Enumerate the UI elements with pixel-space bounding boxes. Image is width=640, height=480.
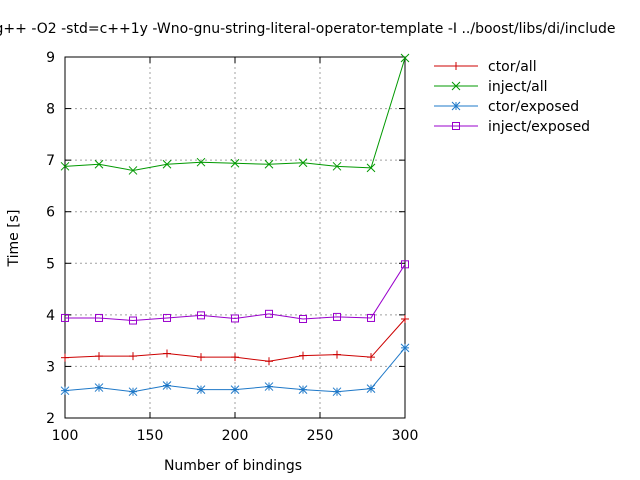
data-point bbox=[401, 314, 409, 323]
data-point bbox=[231, 353, 239, 362]
x-axis-ticks: 100 150 200 250 300 bbox=[52, 57, 419, 444]
y-tick-label: 8 bbox=[46, 102, 55, 118]
data-point bbox=[196, 157, 206, 167]
data-point bbox=[163, 313, 171, 322]
data-point bbox=[400, 343, 410, 353]
grid bbox=[65, 57, 405, 418]
series-inject-exposed bbox=[61, 260, 409, 325]
data-point bbox=[197, 311, 205, 320]
legend-label: inject/all bbox=[488, 79, 548, 95]
y-tick-label: 5 bbox=[46, 256, 55, 272]
data-point bbox=[265, 357, 273, 366]
series-inject-all bbox=[60, 53, 410, 175]
data-point bbox=[60, 161, 70, 171]
data-point bbox=[298, 158, 308, 168]
y-tick-label: 3 bbox=[46, 359, 55, 375]
legend-entry: inject/exposed bbox=[434, 119, 590, 135]
y-tick-label: 9 bbox=[46, 50, 55, 66]
x-tick-label: 100 bbox=[52, 428, 79, 444]
data-point bbox=[400, 53, 410, 63]
data-point bbox=[197, 353, 205, 362]
data-point bbox=[366, 163, 376, 173]
data-point bbox=[162, 159, 172, 169]
data-point bbox=[333, 312, 341, 321]
data-point bbox=[60, 386, 70, 396]
y-tick-label: 2 bbox=[46, 411, 55, 427]
data-point bbox=[298, 385, 308, 394]
series-ctor-all bbox=[61, 314, 409, 366]
data-point bbox=[264, 159, 274, 169]
legend-entry: inject/all bbox=[434, 79, 548, 95]
data-point bbox=[94, 159, 104, 169]
y-axis-ticks: 2 3 4 5 6 7 8 9 bbox=[46, 50, 405, 427]
data-point bbox=[231, 314, 239, 323]
data-point bbox=[95, 313, 103, 322]
y-tick-label: 6 bbox=[46, 205, 55, 221]
legend-label: ctor/exposed bbox=[488, 99, 579, 115]
series-layer bbox=[60, 53, 410, 397]
legend-label: ctor/all bbox=[488, 59, 537, 75]
x-tick-label: 250 bbox=[307, 428, 334, 444]
legend-entry: ctor/all bbox=[434, 59, 537, 75]
data-point bbox=[129, 316, 137, 325]
x-tick-label: 300 bbox=[392, 428, 419, 444]
data-point bbox=[332, 387, 342, 397]
legend-marker bbox=[452, 122, 460, 130]
data-point bbox=[163, 349, 171, 358]
chart-title: g++ -O2 -std=c++1y -Wno-gnu-string-liter… bbox=[0, 21, 615, 37]
data-point bbox=[264, 382, 274, 391]
data-point bbox=[367, 313, 375, 322]
y-tick-label: 4 bbox=[46, 308, 55, 324]
legend-marker bbox=[451, 101, 461, 111]
data-point bbox=[265, 309, 273, 318]
data-point bbox=[129, 352, 137, 361]
data-point bbox=[299, 351, 307, 360]
x-tick-label: 150 bbox=[137, 428, 164, 444]
data-point bbox=[94, 383, 104, 392]
data-point bbox=[333, 350, 341, 359]
data-point bbox=[61, 313, 69, 322]
data-point bbox=[367, 353, 375, 362]
data-point bbox=[128, 387, 138, 397]
data-point bbox=[366, 384, 376, 393]
data-point bbox=[128, 166, 138, 175]
legend: ctor/all inject/all ctor/exposed inject/exp… bbox=[434, 59, 590, 135]
data-point bbox=[332, 161, 342, 171]
y-tick-label: 7 bbox=[46, 153, 55, 169]
data-point bbox=[61, 353, 69, 362]
y-axis-label: Time [s] bbox=[6, 210, 22, 268]
x-tick-label: 200 bbox=[222, 428, 249, 444]
legend-marker bbox=[452, 62, 460, 70]
data-point bbox=[95, 352, 103, 361]
data-point bbox=[162, 381, 172, 390]
series-ctor-exposed bbox=[60, 343, 410, 397]
data-point bbox=[299, 314, 307, 323]
legend-entry: ctor/exposed bbox=[434, 99, 579, 115]
legend-marker bbox=[451, 81, 461, 91]
x-axis-label: Number of bindings bbox=[164, 458, 302, 474]
series-line bbox=[65, 264, 406, 322]
data-point bbox=[230, 385, 240, 394]
data-point bbox=[401, 260, 409, 269]
data-point bbox=[196, 385, 206, 394]
data-point bbox=[230, 158, 240, 168]
legend-label: inject/exposed bbox=[488, 119, 590, 135]
